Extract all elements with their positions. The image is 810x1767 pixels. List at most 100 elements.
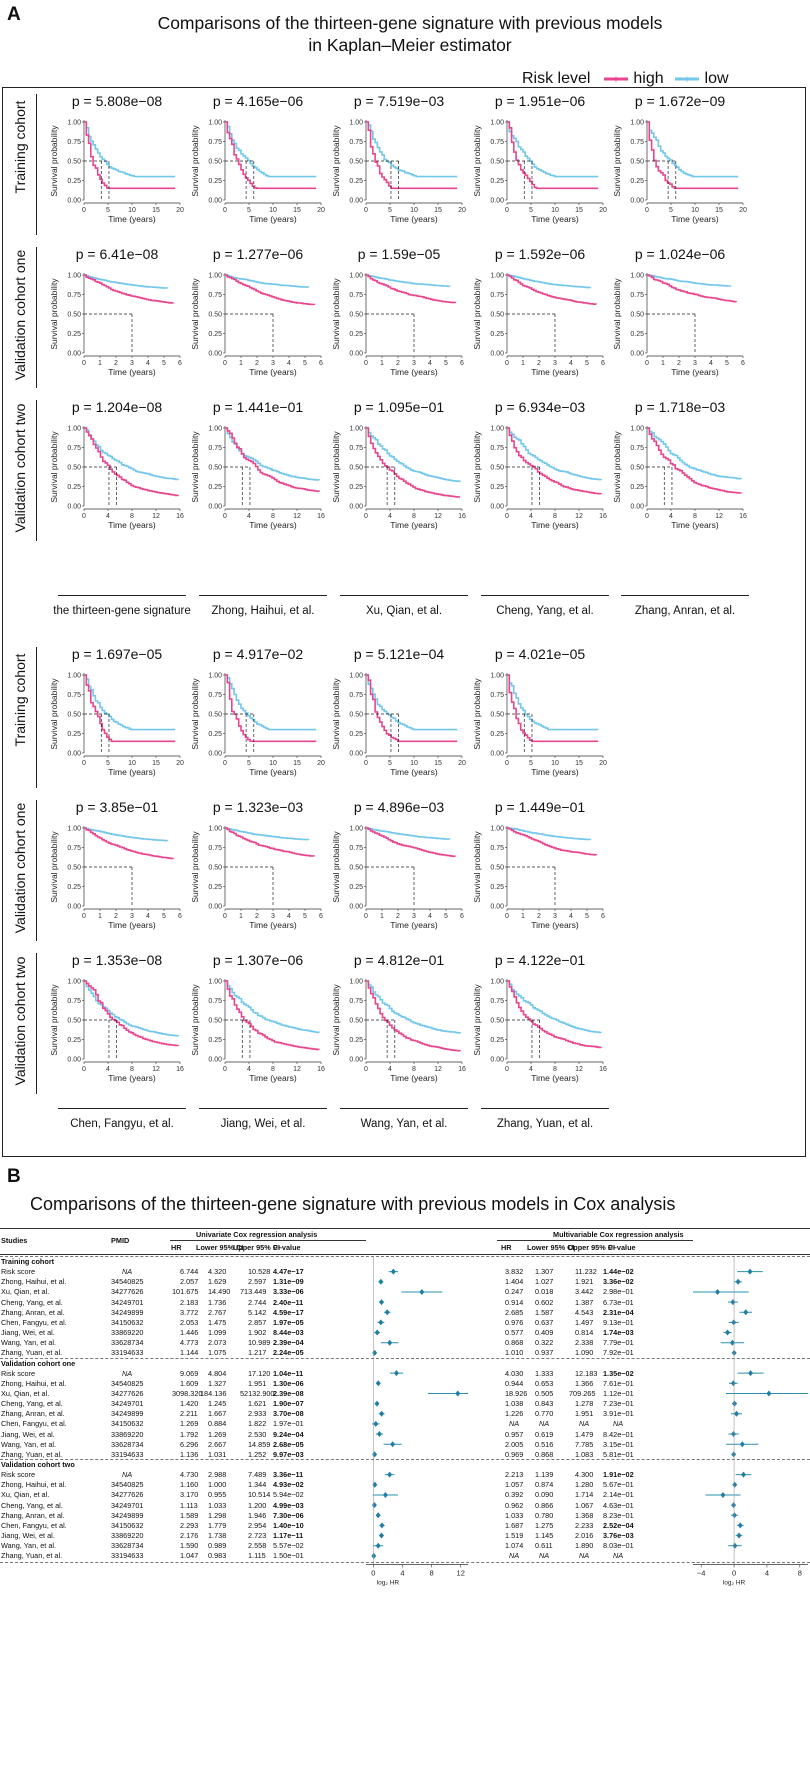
multi-cell: 0.868 bbox=[535, 1449, 554, 1459]
km-ytick: 0.00 bbox=[349, 1057, 363, 1064]
km-xtick: 6 bbox=[460, 913, 464, 920]
km-xlabel: Time (years) bbox=[390, 1073, 438, 1083]
km-xtick: 16 bbox=[599, 1066, 607, 1073]
km-ytick: 0.75 bbox=[67, 292, 81, 299]
km-ytick: 0.50 bbox=[349, 865, 363, 872]
km-xtick: 3 bbox=[130, 913, 134, 920]
km-xtick: 0 bbox=[505, 913, 509, 920]
uni-cell: 3.170 bbox=[180, 1490, 199, 1500]
km-ytick: 1.00 bbox=[208, 673, 222, 680]
km-ytick: 0.00 bbox=[208, 904, 222, 911]
km-ytick: 0.25 bbox=[349, 1037, 363, 1044]
km-ylabel: Survival probability bbox=[472, 831, 482, 903]
model-label: Zhang, Yuan, et al. bbox=[496, 1118, 594, 1130]
km-ytick: 0.50 bbox=[490, 465, 504, 472]
km-curve-low bbox=[366, 674, 458, 731]
km-ytick: 0.75 bbox=[208, 445, 222, 452]
forest-hr bbox=[382, 1491, 388, 1498]
km-xtick: 0 bbox=[364, 1066, 368, 1073]
km-ytick: 0.25 bbox=[67, 1037, 81, 1044]
multi-cell: 1.404 bbox=[505, 1277, 524, 1287]
km-curve-low bbox=[366, 121, 458, 178]
km-ytick: 0.25 bbox=[490, 178, 504, 185]
km-grid: Training cohort p = 5.808e−08 Survival pro… bbox=[12, 93, 749, 1130]
km-ytick: 0.50 bbox=[349, 712, 363, 719]
km-ytick: 0.50 bbox=[208, 159, 222, 166]
km-xtick: 1 bbox=[98, 360, 102, 367]
multi-cell: 18.926 bbox=[505, 1388, 528, 1398]
km-xlabel: Time (years) bbox=[108, 214, 156, 224]
hdr-col: Lower 95% CI bbox=[196, 1243, 244, 1252]
km-ytick: 0.00 bbox=[630, 504, 644, 511]
km-xlabel: Time (years) bbox=[531, 214, 579, 224]
km-ytick: 0.00 bbox=[490, 751, 504, 758]
uni-cell: 1.40e−10 bbox=[273, 1520, 304, 1530]
model-label: the thirteen-gene signature bbox=[53, 605, 191, 617]
forest-axis-label: log₂ HR bbox=[723, 1580, 746, 1587]
km-pvalue: p = 1.277e−06 bbox=[212, 246, 304, 262]
km-xtick: 20 bbox=[176, 207, 184, 214]
uni-cell: 2.857 bbox=[248, 1317, 267, 1327]
multi-cell: 0.018 bbox=[535, 1287, 554, 1297]
uni-cell: 14.490 bbox=[208, 1287, 231, 1297]
km-xtick: 10 bbox=[410, 207, 418, 214]
uni-cell: 1.047 bbox=[180, 1551, 199, 1561]
multi-cell: 0.611 bbox=[535, 1541, 553, 1551]
km-xlabel: Time (years) bbox=[108, 1073, 156, 1083]
km-xtick: 0 bbox=[82, 360, 86, 367]
km-curve-high bbox=[647, 427, 742, 494]
km-xlabel: Time (years) bbox=[108, 767, 156, 777]
model-label: Chen, Fangyu, et al. bbox=[70, 1118, 174, 1130]
uni-cell: 184.136 bbox=[200, 1388, 227, 1398]
km-curve-low bbox=[84, 427, 179, 481]
uni-cell: 10.514 bbox=[248, 1490, 271, 1500]
multi-cell: 8.23e−01 bbox=[603, 1510, 634, 1520]
uni-cell: 4.730 bbox=[180, 1470, 199, 1480]
multi-cell: 3.36e−02 bbox=[603, 1277, 634, 1287]
km-ytick: 0.50 bbox=[67, 1018, 81, 1025]
study-name: Jiang, Wei, et al. bbox=[1, 1429, 55, 1439]
km-ytick: 0.75 bbox=[208, 998, 222, 1005]
study-name: Xu, Qian, et al. bbox=[1, 1287, 50, 1297]
uni-cell: 1.946 bbox=[248, 1510, 267, 1520]
km-ytick: 0.25 bbox=[67, 178, 81, 185]
km-ytick: 0.75 bbox=[208, 292, 222, 299]
uni-cell: 5.142 bbox=[248, 1307, 267, 1317]
km-ytick: 0.00 bbox=[490, 904, 504, 911]
km-ytick: 0.00 bbox=[208, 751, 222, 758]
multi-cell: 0.505 bbox=[535, 1388, 554, 1398]
km-xtick: 5 bbox=[725, 360, 729, 367]
forest-tick-label: 4 bbox=[400, 1569, 404, 1578]
km-xtick: 1 bbox=[521, 913, 525, 920]
km-ylabel: Survival probability bbox=[331, 431, 341, 503]
km-xtick: 5 bbox=[529, 760, 533, 767]
km-xtick: 10 bbox=[551, 207, 559, 214]
forest-hr bbox=[372, 1349, 378, 1356]
km-ytick: 0.50 bbox=[67, 465, 81, 472]
km-curve-low bbox=[647, 121, 739, 178]
km-xlabel: Time (years) bbox=[531, 520, 579, 530]
forest-hr bbox=[740, 1471, 746, 1478]
km-ytick: 0.50 bbox=[630, 159, 644, 166]
km-curve-high bbox=[507, 121, 599, 190]
uni-cell: 1.90e−07 bbox=[273, 1399, 304, 1409]
km-ytick: 0.50 bbox=[67, 159, 81, 166]
km-xtick: 8 bbox=[130, 513, 134, 520]
km-ytick: 0.25 bbox=[349, 731, 363, 738]
km-xtick: 0 bbox=[223, 1066, 227, 1073]
multi-cell: 1.307 bbox=[535, 1267, 554, 1277]
km-ytick: 1.00 bbox=[630, 273, 644, 280]
km-curve-low bbox=[507, 427, 602, 481]
hdr-col: Upper 95% CI bbox=[233, 1243, 281, 1252]
uni-cell: 2.767 bbox=[208, 1307, 227, 1317]
study-name: Zhang, Anran, et al. bbox=[1, 1307, 65, 1317]
uni-cell: 1.446 bbox=[180, 1328, 199, 1338]
multi-cell: 0.516 bbox=[535, 1439, 554, 1449]
km-ytick: 1.00 bbox=[67, 273, 81, 280]
multi-cell: 1.714 bbox=[575, 1490, 594, 1500]
km-curve-low bbox=[366, 274, 451, 288]
multi-cell: NA bbox=[613, 1419, 624, 1429]
km-xlabel: Time (years) bbox=[108, 367, 156, 377]
uni-cell: 1.951 bbox=[248, 1378, 267, 1388]
km-plot-val1: Survival probability 0.00 0.25 0.50 0.75 1.00… bbox=[472, 273, 605, 378]
